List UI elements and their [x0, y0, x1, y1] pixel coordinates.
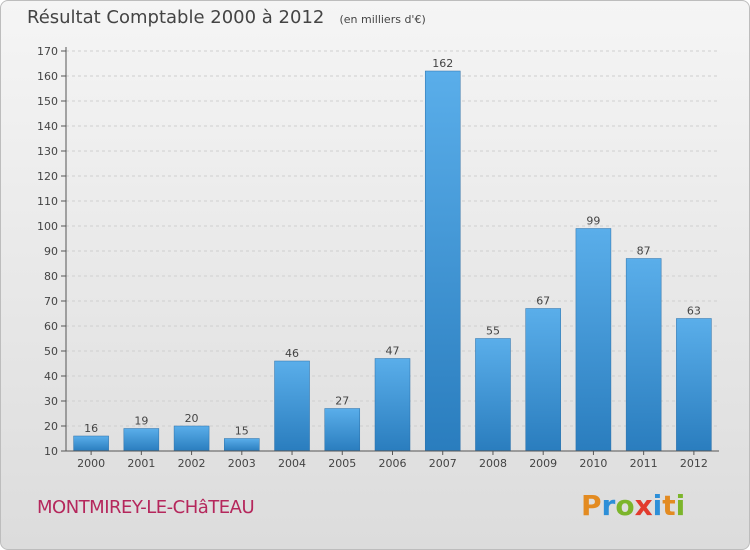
y-tick-label: 100	[37, 220, 58, 233]
bar-value-label: 63	[687, 305, 701, 318]
y-tick-label: 140	[37, 120, 58, 133]
bar-value-label: 27	[335, 395, 349, 408]
bar-value-label: 19	[134, 415, 148, 428]
bar	[123, 428, 160, 452]
x-tick-label: 2005	[328, 457, 356, 470]
y-tick-label: 40	[44, 370, 58, 383]
bar	[73, 435, 109, 452]
bar-value-label: 46	[285, 347, 299, 360]
y-tick-label: 150	[37, 95, 58, 108]
x-tick-label: 2002	[178, 457, 206, 470]
chart-subtitle: (en milliers d'€)	[339, 13, 426, 26]
bar-value-label: 55	[486, 325, 500, 338]
bar	[274, 360, 310, 452]
y-tick-label: 10	[44, 445, 58, 458]
logo-letter: o	[615, 489, 635, 522]
y-tick-label: 20	[44, 420, 58, 433]
bar	[575, 228, 612, 452]
bar	[475, 338, 511, 452]
x-tick-label: 2007	[429, 457, 457, 470]
y-tick-label: 50	[44, 345, 58, 358]
logo-letter: i	[675, 489, 686, 522]
axes: 10 20 30 40 50 60 70 80 90 100 110 120 130 140 150 160 1…	[37, 45, 719, 470]
bar	[424, 70, 461, 452]
x-tick-label: 2001	[127, 457, 155, 470]
y-tick-label: 60	[44, 320, 58, 333]
title-row: Résultat Comptable 2000 à 2012 (en milli…	[27, 7, 426, 28]
proxiti-logo: Proxiti	[581, 489, 685, 522]
bar-value-label: 67	[536, 295, 550, 308]
chart-title: Résultat Comptable 2000 à 2012	[27, 7, 325, 28]
bar	[173, 425, 210, 452]
bar-value-label: 16	[84, 422, 98, 435]
y-tick-label: 120	[37, 170, 58, 183]
bar	[525, 308, 561, 452]
logo-letter: x	[634, 489, 653, 522]
y-tick-label: 110	[37, 195, 58, 208]
bar-value-label: 99	[586, 215, 600, 228]
y-tick-label: 80	[44, 270, 58, 283]
bar-value-label: 20	[185, 412, 199, 425]
bar-value-label: 87	[637, 245, 651, 258]
x-tick-label: 2011	[630, 457, 658, 470]
bar	[625, 258, 662, 452]
x-tick-label: 2003	[228, 457, 256, 470]
x-tick-label: 2009	[529, 457, 557, 470]
bars: 16 19 20 15 46 27 47 162 55 67 99 87 63	[73, 57, 712, 452]
bar	[224, 438, 260, 452]
logo-letter: t	[662, 489, 676, 522]
bar	[374, 358, 411, 452]
x-tick-label: 2000	[77, 457, 105, 470]
x-tick-label: 2010	[579, 457, 607, 470]
logo-letter: P	[581, 489, 602, 522]
bar	[324, 408, 361, 452]
y-tick-label: 70	[44, 295, 58, 308]
y-tick-label: 160	[37, 70, 58, 83]
y-tick-label: 30	[44, 395, 58, 408]
x-tick-label: 2008	[479, 457, 507, 470]
x-tick-label: 2004	[278, 457, 306, 470]
y-tick-label: 90	[44, 245, 58, 258]
bar-value-label: 15	[235, 425, 249, 438]
logo-letter: r	[601, 489, 616, 522]
bar-value-label: 47	[386, 345, 400, 358]
y-tick-label: 130	[37, 145, 58, 158]
bar-value-label: 162	[432, 57, 453, 70]
bar	[676, 318, 712, 452]
commune-name: MONTMIREY-LE-CHâTEAU	[37, 497, 255, 518]
x-tick-label: 2006	[379, 457, 407, 470]
logo-letter: i	[652, 489, 663, 522]
x-tick-label: 2012	[680, 457, 708, 470]
y-tick-label: 170	[37, 45, 58, 58]
